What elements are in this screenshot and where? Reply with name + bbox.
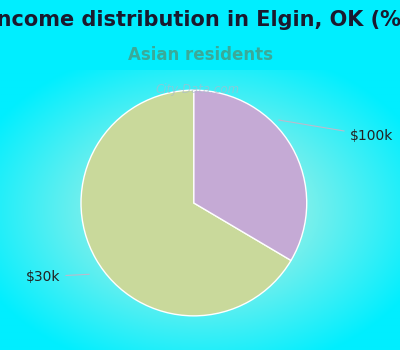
Text: $100k: $100k (279, 120, 393, 142)
Text: Asian residents: Asian residents (128, 46, 272, 64)
Wedge shape (81, 90, 291, 316)
Text: $30k: $30k (26, 270, 89, 284)
Text: Income distribution in Elgin, OK (%): Income distribution in Elgin, OK (%) (0, 9, 400, 30)
Text: City-Data.com: City-Data.com (156, 83, 240, 96)
Wedge shape (194, 90, 307, 260)
